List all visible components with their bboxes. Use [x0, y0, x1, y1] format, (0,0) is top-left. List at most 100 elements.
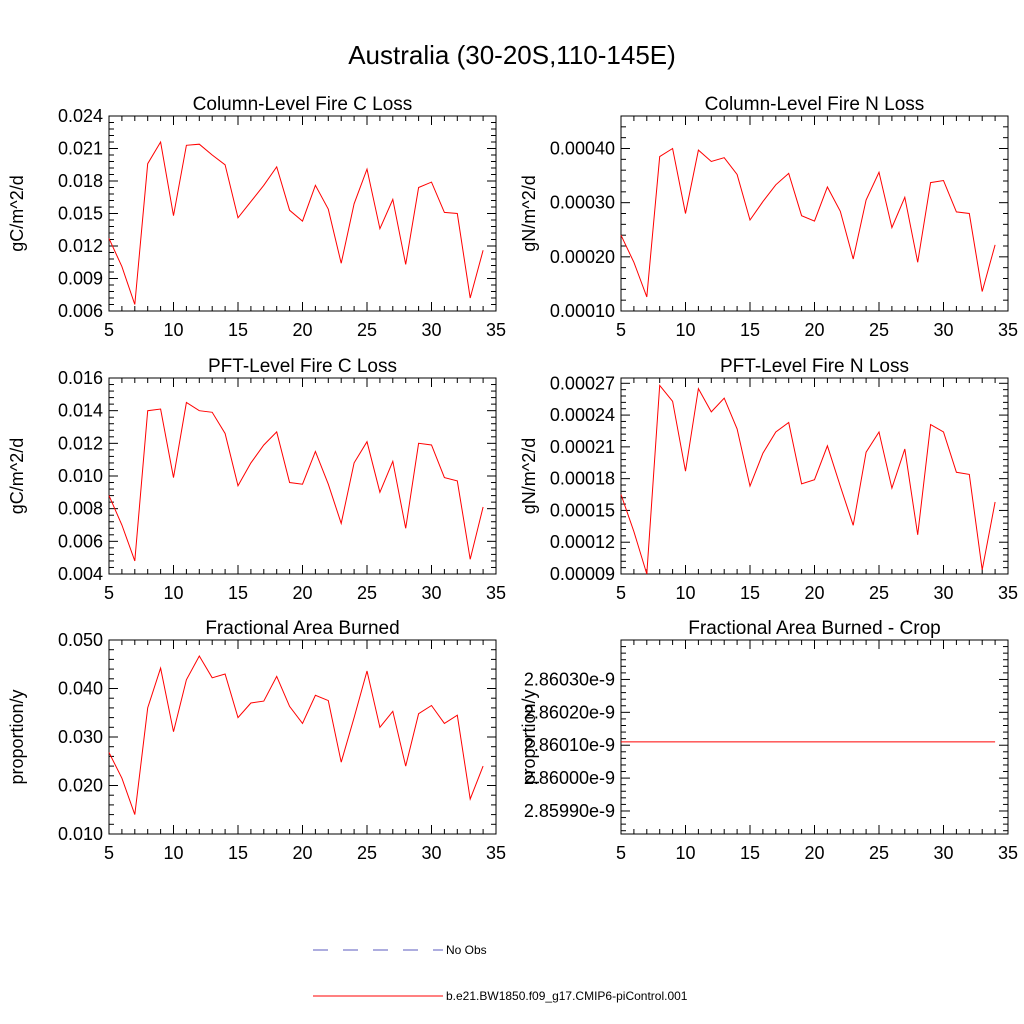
- x-tick-label: 15: [740, 320, 760, 340]
- x-tick-label: 35: [486, 320, 506, 340]
- y-tick-label: 0.00012: [550, 532, 615, 552]
- legend-label-no-obs: No Obs: [446, 943, 487, 957]
- series-line: [108, 401, 484, 562]
- chart-panel-5: Fractional Area Burned - Crop 5 10 15 20 25 30…: [519, 618, 1018, 863]
- chart-panel-4: Fractional Area Burned 5 10 15 20 25 30 35 0.010…: [7, 618, 506, 863]
- y-axis-label: proportion/y: [519, 689, 539, 784]
- x-tick-label: 15: [228, 843, 248, 863]
- y-tick-label: 0.018: [58, 171, 103, 191]
- y-tick-label: 0.021: [58, 139, 103, 159]
- x-tick-label: 10: [675, 843, 695, 863]
- x-tick-label: 5: [616, 843, 626, 863]
- y-tick-label: 0.00030: [550, 193, 615, 213]
- page-title: Australia (30-20S,110-145E): [348, 40, 676, 70]
- x-tick-label: 5: [616, 583, 626, 603]
- y-tick-label: 0.004: [58, 564, 103, 584]
- y-tick-label: 0.00024: [550, 405, 615, 425]
- panel-title: PFT-Level Fire N Loss: [720, 356, 909, 377]
- y-tick-label: 0.014: [58, 401, 103, 421]
- chart-panel-3: PFT-Level Fire N Loss 5 10 15 20 25 30 35 0.0000…: [519, 356, 1018, 603]
- x-tick-label: 30: [421, 320, 441, 340]
- y-tick-label: 0.00018: [550, 469, 615, 489]
- x-tick-label: 5: [616, 320, 626, 340]
- y-tick-label: 0.006: [58, 301, 103, 321]
- plot-frame: [620, 377, 1009, 575]
- y-tick-label: 2.86020e-9: [524, 702, 615, 722]
- x-tick-label: 15: [228, 583, 248, 603]
- y-tick-label: 2.86000e-9: [524, 768, 615, 788]
- y-axis-label: proportion/y: [7, 689, 27, 784]
- y-axis-label: gC/m^2/d: [7, 438, 27, 514]
- x-tick-label: 10: [675, 320, 695, 340]
- x-tick-label: 30: [421, 843, 441, 863]
- x-tick-label: 15: [740, 843, 760, 863]
- x-tick-label: 20: [292, 843, 312, 863]
- y-tick-label: 0.024: [58, 106, 103, 126]
- y-tick-label: 0.00015: [550, 500, 615, 520]
- y-tick-label: 0.012: [58, 433, 103, 453]
- x-tick-label: 15: [740, 583, 760, 603]
- x-tick-label: 25: [869, 583, 889, 603]
- x-tick-label: 35: [998, 583, 1018, 603]
- panel-title: Fractional Area Burned: [205, 618, 399, 639]
- x-tick-label: 25: [869, 843, 889, 863]
- x-tick-label: 20: [292, 583, 312, 603]
- x-tick-label: 35: [998, 843, 1018, 863]
- plot-frame: [108, 377, 497, 575]
- x-tick-label: 30: [421, 583, 441, 603]
- plot-frame: [108, 115, 497, 312]
- chart-panel-0: Column-Level Fire C Loss 5 10 15 20 25 30 35 0.0…: [7, 94, 506, 340]
- x-tick-label: 15: [228, 320, 248, 340]
- x-tick-label: 30: [933, 320, 953, 340]
- x-tick-label: 30: [933, 843, 953, 863]
- y-tick-label: 0.00021: [550, 437, 615, 457]
- y-tick-label: 0.00040: [550, 139, 615, 159]
- y-tick-label: 0.00010: [550, 301, 615, 321]
- x-tick-label: 25: [357, 320, 377, 340]
- x-tick-label: 10: [163, 843, 183, 863]
- y-tick-label: 0.050: [58, 630, 103, 650]
- y-tick-label: 0.006: [58, 531, 103, 551]
- series-line: [620, 147, 996, 298]
- y-tick-label: 0.012: [58, 236, 103, 256]
- y-tick-label: 0.00020: [550, 247, 615, 267]
- x-tick-label: 20: [804, 583, 824, 603]
- series-line: [108, 140, 484, 305]
- panel-title: Fractional Area Burned - Crop: [688, 618, 940, 639]
- x-tick-label: 25: [357, 583, 377, 603]
- x-tick-label: 5: [104, 320, 114, 340]
- y-tick-label: 0.008: [58, 499, 103, 519]
- chart-panel-1: Column-Level Fire N Loss 5 10 15 20 25 30 35 0.0…: [519, 94, 1018, 340]
- y-tick-label: 0.015: [58, 204, 103, 224]
- y-axis-label: gN/m^2/d: [519, 438, 539, 514]
- x-tick-label: 35: [998, 320, 1018, 340]
- y-tick-label: 2.85990e-9: [524, 801, 615, 821]
- y-tick-label: 0.009: [58, 269, 103, 289]
- series-line: [108, 654, 484, 815]
- plot-frame: [620, 115, 1009, 312]
- y-axis-label: gC/m^2/d: [7, 175, 27, 251]
- y-tick-label: 0.010: [58, 466, 103, 486]
- chart-panel-2: PFT-Level Fire C Loss 5 10 15 20 25 30 35 0.004 0…: [7, 356, 506, 603]
- y-tick-label: 0.016: [58, 368, 103, 388]
- series-line: [620, 384, 996, 575]
- y-tick-label: 0.00027: [550, 373, 615, 393]
- y-tick-label: 0.010: [58, 824, 103, 844]
- panel-title: PFT-Level Fire C Loss: [208, 356, 397, 377]
- x-tick-label: 30: [933, 583, 953, 603]
- y-tick-label: 2.86010e-9: [524, 735, 615, 755]
- panel-title: Column-Level Fire C Loss: [193, 94, 413, 115]
- x-tick-label: 20: [292, 320, 312, 340]
- y-tick-label: 2.86030e-9: [524, 669, 615, 689]
- x-tick-label: 35: [486, 843, 506, 863]
- y-tick-label: 0.030: [58, 727, 103, 747]
- panel-title: Column-Level Fire N Loss: [705, 94, 925, 115]
- y-tick-label: 0.020: [58, 776, 103, 796]
- x-tick-label: 25: [869, 320, 889, 340]
- x-tick-label: 20: [804, 843, 824, 863]
- x-tick-label: 25: [357, 843, 377, 863]
- y-axis-label: gN/m^2/d: [519, 175, 539, 251]
- panels-group: Column-Level Fire C Loss 5 10 15 20 25 30 35 0.0…: [7, 94, 1018, 863]
- plot-frame: [620, 639, 1009, 835]
- x-tick-label: 5: [104, 583, 114, 603]
